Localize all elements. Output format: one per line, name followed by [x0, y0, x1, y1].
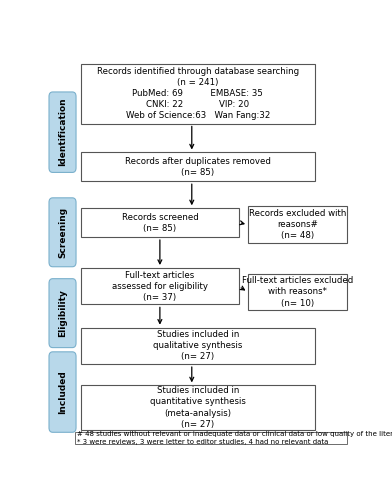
Text: Full-text articles
assessed for eligibility
(n= 37): Full-text articles assessed for eligibil…: [112, 270, 208, 302]
Text: Screening: Screening: [58, 206, 67, 258]
Text: Included: Included: [58, 370, 67, 414]
FancyBboxPatch shape: [49, 198, 76, 266]
FancyBboxPatch shape: [248, 206, 347, 243]
FancyBboxPatch shape: [49, 278, 76, 347]
Text: Records excluded with
reasons#
(n= 48): Records excluded with reasons# (n= 48): [249, 209, 346, 240]
FancyBboxPatch shape: [49, 352, 76, 432]
Text: Records screened
(n= 85): Records screened (n= 85): [122, 212, 198, 233]
FancyBboxPatch shape: [81, 268, 239, 304]
Text: Identification: Identification: [58, 98, 67, 166]
Text: Records after duplicates removed
(n= 85): Records after duplicates removed (n= 85): [125, 157, 271, 177]
Text: Studies included in
quantitative synthesis
(meta-analysis)
(n= 27): Studies included in quantitative synthes…: [150, 386, 246, 428]
Text: Full-text articles excluded
with reasons*
(n= 10): Full-text articles excluded with reasons…: [242, 276, 353, 308]
Text: Eligibility: Eligibility: [58, 289, 67, 337]
Text: # 48 studies without relevant or inadequate data or clinical data or low quality: # 48 studies without relevant or inadequ…: [77, 432, 392, 445]
FancyBboxPatch shape: [81, 208, 239, 237]
FancyBboxPatch shape: [75, 432, 347, 444]
Text: Studies included in
qualitative synthesis
(n= 27): Studies included in qualitative synthesi…: [153, 330, 243, 362]
FancyBboxPatch shape: [248, 274, 347, 310]
FancyBboxPatch shape: [49, 92, 76, 172]
FancyBboxPatch shape: [81, 64, 315, 124]
FancyBboxPatch shape: [81, 152, 315, 182]
FancyBboxPatch shape: [81, 386, 315, 430]
FancyBboxPatch shape: [81, 328, 315, 364]
Text: Records identified through database searching
(n = 241)
PubMed: 69          EMBA: Records identified through database sear…: [97, 67, 299, 120]
